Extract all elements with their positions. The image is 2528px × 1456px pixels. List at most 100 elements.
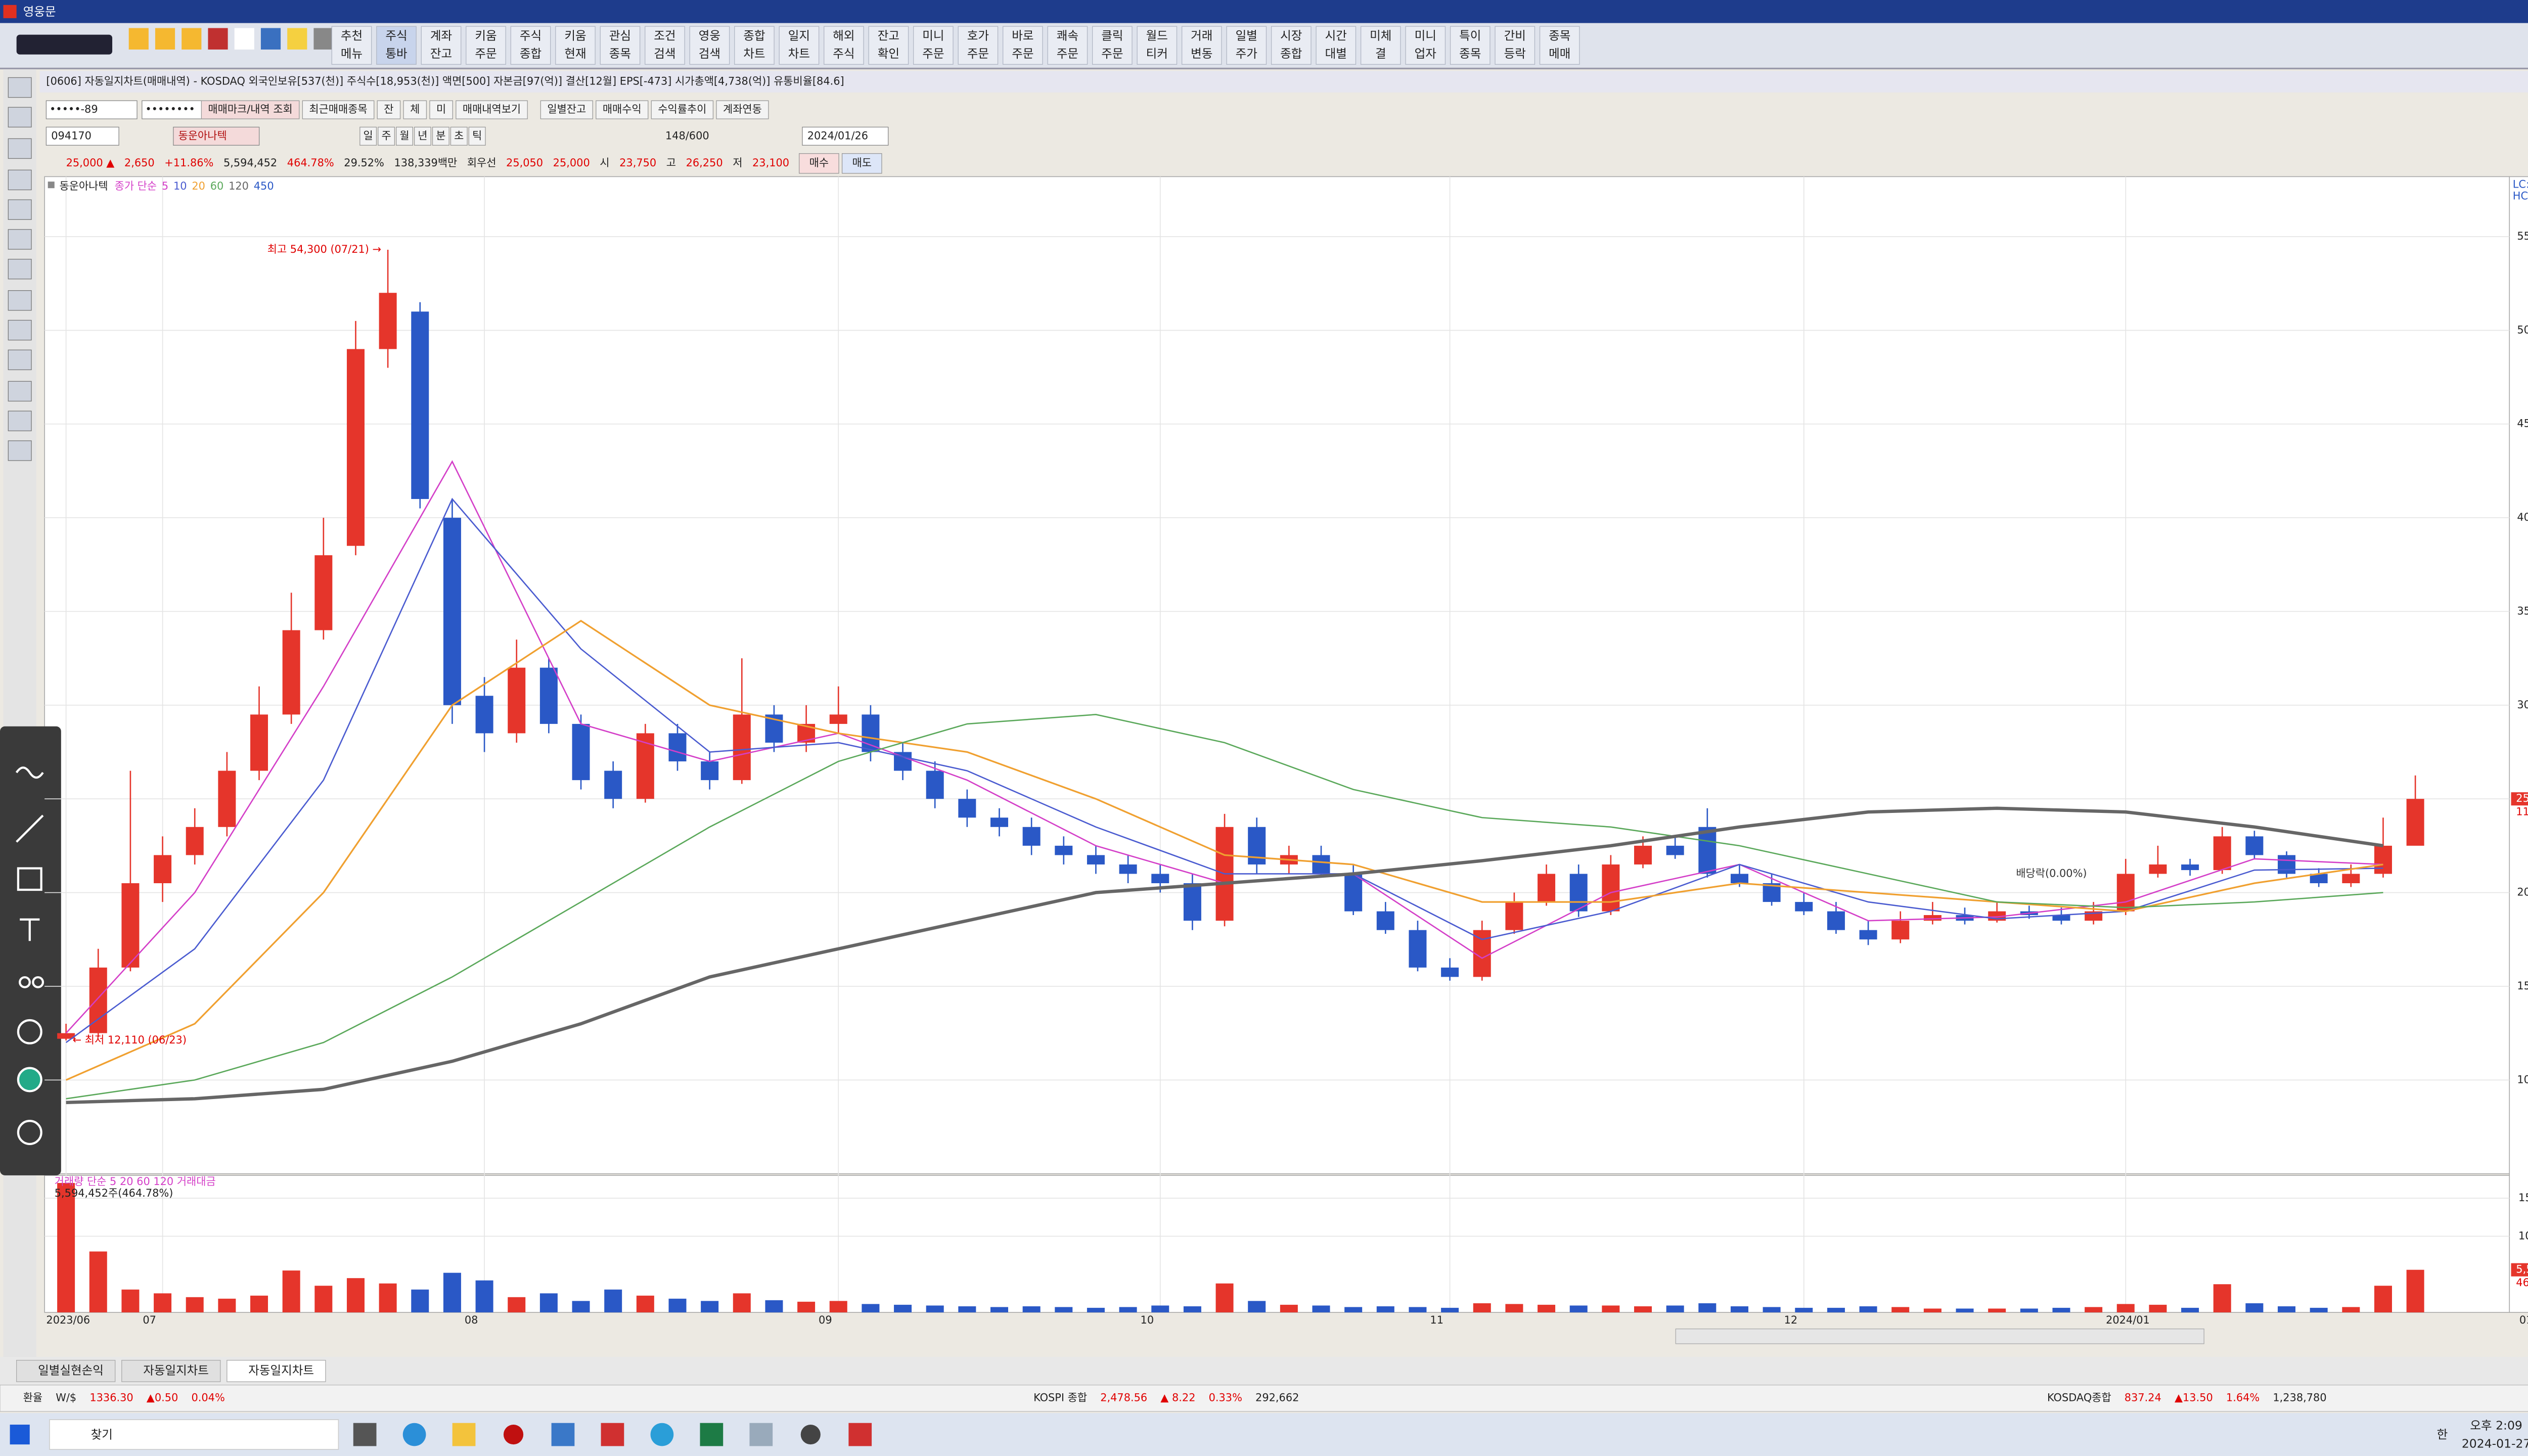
menu-button[interactable]	[958, 26, 999, 65]
menu-label: 월드	[1146, 28, 1168, 42]
menu-button[interactable]	[1137, 26, 1178, 65]
volume-bar	[1859, 1306, 1877, 1312]
tab[interactable]	[16, 1359, 116, 1382]
menu-button[interactable]	[1405, 26, 1446, 65]
order-button[interactable]	[799, 153, 839, 174]
menu-button[interactable]	[913, 26, 954, 65]
menu-button[interactable]	[1092, 26, 1133, 65]
menu-button[interactable]	[376, 26, 417, 65]
volume-bar	[2406, 1269, 2424, 1312]
volume-bar	[1666, 1305, 1684, 1312]
tab-label: 일별실현손익	[38, 1363, 104, 1377]
menu-label: 검색	[699, 47, 720, 61]
date-box[interactable]	[802, 126, 889, 146]
candle-body	[1376, 911, 1394, 930]
menu-button[interactable]	[645, 26, 685, 65]
toolbar-button[interactable]	[540, 100, 593, 119]
menu-button[interactable]	[510, 26, 551, 65]
menu-label: 통바	[385, 47, 407, 61]
tab[interactable]	[121, 1359, 221, 1382]
volume-bar	[2181, 1307, 2199, 1312]
status-item: 1.64%	[2226, 1392, 2260, 1404]
period-button[interactable]	[468, 126, 486, 146]
volume-bar	[411, 1289, 429, 1312]
menu-button[interactable]	[421, 26, 462, 65]
menu-label: 바로	[1012, 28, 1033, 42]
volume-bar	[1923, 1308, 1942, 1312]
menu-label: 추천	[341, 28, 363, 42]
period-button[interactable]	[432, 126, 449, 146]
volume-tag-ratio: 464.78%	[2516, 1277, 2528, 1289]
toolbar-button[interactable]	[716, 100, 769, 119]
toolbar-button[interactable]	[429, 100, 453, 119]
menu-button[interactable]	[1316, 26, 1357, 65]
toolbar-button[interactable]	[201, 100, 300, 119]
period-button[interactable]	[359, 126, 377, 146]
toolbar-button[interactable]	[456, 100, 528, 119]
candle-body	[1923, 915, 1942, 921]
toolbar-button[interactable]	[377, 100, 401, 119]
volume-bar	[1215, 1283, 1234, 1312]
menu-button[interactable]	[1271, 26, 1312, 65]
x-tick-label: 2024/01	[2106, 1314, 2150, 1326]
search-box[interactable]	[16, 34, 113, 55]
menu-button[interactable]	[600, 26, 641, 65]
menu-button[interactable]	[555, 26, 596, 65]
candle-body	[89, 967, 107, 1033]
tab[interactable]	[227, 1359, 326, 1382]
menu-button[interactable]	[1539, 26, 1580, 65]
account-box[interactable]	[46, 100, 138, 119]
stock-box[interactable]	[173, 126, 260, 146]
menu-button[interactable]	[466, 26, 506, 65]
menu-button[interactable]	[824, 26, 864, 65]
volume-bar	[1891, 1307, 1910, 1312]
y-tick-label: 55,000	[2517, 230, 2528, 242]
menu-button[interactable]	[1181, 26, 1222, 65]
menu-label: 종목	[1459, 47, 1481, 61]
code-box[interactable]	[46, 126, 119, 146]
order-label: 매도	[852, 157, 872, 169]
divider	[0, 67, 2528, 70]
menu-button[interactable]	[1495, 26, 1536, 65]
menu-label: 차트	[788, 47, 810, 61]
candle-body	[1022, 827, 1041, 846]
menu-label: 미니	[922, 28, 944, 42]
menu-button[interactable]	[1226, 26, 1267, 65]
menu-button[interactable]	[779, 26, 820, 65]
volume-bar	[2213, 1284, 2231, 1312]
candle-body	[2374, 845, 2392, 874]
x-tick-label: 08	[465, 1314, 478, 1326]
menu-button[interactable]	[868, 26, 909, 65]
toolbar-button[interactable]	[302, 100, 375, 119]
candle-body	[701, 761, 719, 781]
status-item: 292,662	[1255, 1392, 1299, 1404]
toolbar-button[interactable]	[596, 100, 649, 119]
scrollbar[interactable]	[1675, 1328, 2204, 1344]
start-button[interactable]	[10, 1424, 30, 1445]
menu-button[interactable]	[331, 26, 372, 65]
period-button[interactable]	[414, 126, 431, 146]
toolbar-button[interactable]	[403, 100, 427, 119]
volume-bar	[1827, 1307, 1845, 1312]
menu-button[interactable]	[1003, 26, 1043, 65]
period-button[interactable]	[450, 126, 468, 146]
candle-body	[1730, 874, 1748, 884]
volume-bar	[2342, 1307, 2360, 1312]
menu-button[interactable]	[689, 26, 730, 65]
volume-bar	[1344, 1307, 1363, 1312]
order-button[interactable]	[841, 153, 882, 174]
period-button[interactable]	[378, 126, 395, 146]
period-button[interactable]	[396, 126, 413, 146]
taskbar-search[interactable]	[49, 1419, 339, 1450]
period-label: 일	[364, 129, 373, 142]
menu-button[interactable]	[1450, 26, 1491, 65]
menu-button[interactable]	[734, 26, 775, 65]
candle-body	[539, 667, 558, 724]
menu-button[interactable]	[1360, 26, 1401, 65]
code: 094170	[51, 129, 92, 142]
toolbar-button[interactable]	[651, 100, 714, 119]
status-item: 환율	[23, 1392, 42, 1404]
corner-label: HC:-53.96	[2513, 190, 2528, 202]
menu-button[interactable]	[1047, 26, 1088, 65]
